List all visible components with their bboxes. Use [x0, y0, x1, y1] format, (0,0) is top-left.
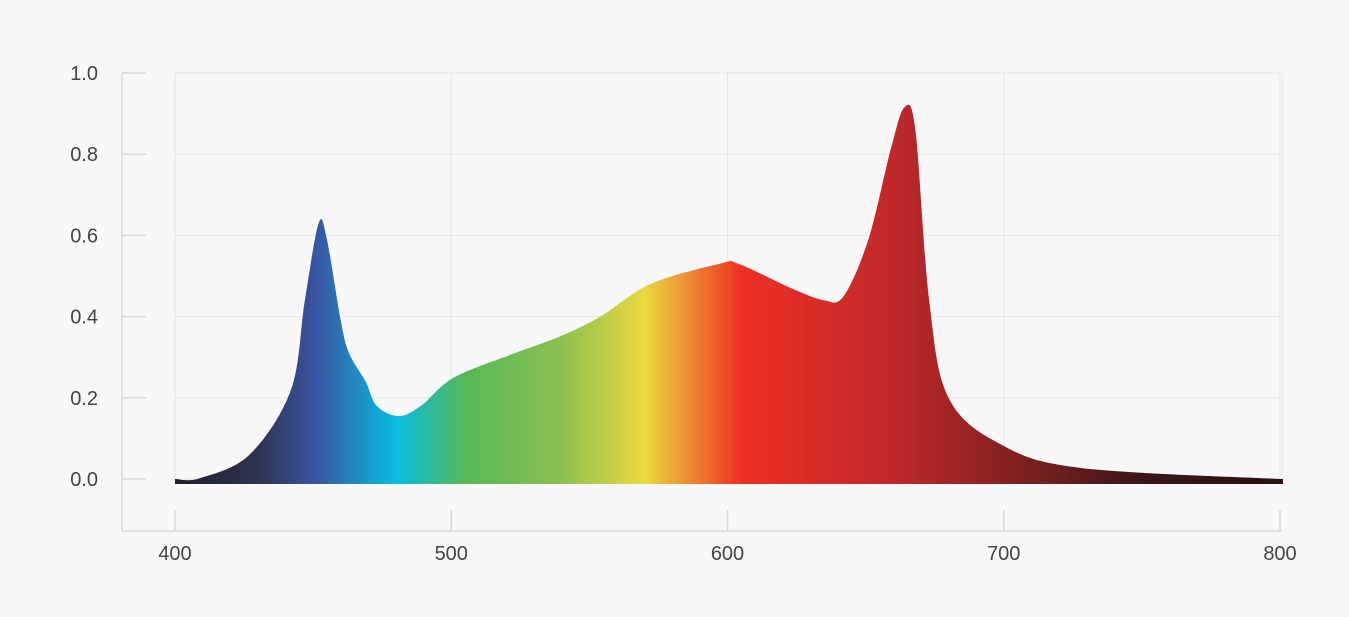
spectrum-area: [175, 104, 1283, 484]
y-tick-label: 0.2: [70, 388, 98, 410]
y-tick-label: 0.0: [70, 469, 98, 491]
y-tick-label: 1.0: [70, 63, 98, 85]
x-tick-label: 400: [158, 543, 191, 565]
x-tick-label: 500: [435, 543, 468, 565]
y-tick-label: 0.4: [70, 307, 98, 329]
tick-labels: 0.0 0.2 0.4 0.6 0.8 1.0 400 500 600 700 800: [70, 63, 1297, 565]
x-tick-label: 600: [711, 543, 744, 565]
axes: [121, 72, 1282, 532]
y-tick-label: 0.6: [70, 225, 98, 247]
x-tick-label: 700: [987, 543, 1020, 565]
y-tick-label: 0.8: [70, 144, 98, 166]
x-tick-label: 800: [1263, 543, 1296, 565]
